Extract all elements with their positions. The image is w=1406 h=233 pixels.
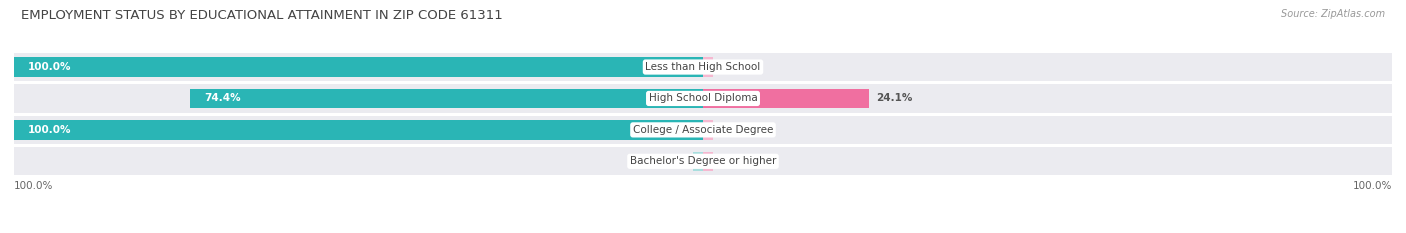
Bar [693,152,703,171]
Text: High School Diploma: High School Diploma [648,93,758,103]
Bar [703,116,1392,144]
Bar [14,57,703,77]
Text: College / Associate Degree: College / Associate Degree [633,125,773,135]
Bar [14,53,703,81]
Text: 0.0%: 0.0% [713,156,742,166]
Text: 100.0%: 100.0% [14,181,53,191]
Bar [190,89,703,108]
Bar [703,147,1392,175]
Bar [703,57,713,77]
Text: Source: ZipAtlas.com: Source: ZipAtlas.com [1281,9,1385,19]
Bar [703,53,1392,81]
Text: 0.0%: 0.0% [666,156,696,166]
Bar [14,116,703,144]
Bar [703,152,713,171]
Bar [703,120,713,140]
Bar [14,84,703,113]
Text: 74.4%: 74.4% [204,93,240,103]
Text: Bachelor's Degree or higher: Bachelor's Degree or higher [630,156,776,166]
Text: 100.0%: 100.0% [1353,181,1392,191]
Text: Less than High School: Less than High School [645,62,761,72]
Text: 0.0%: 0.0% [713,62,742,72]
Bar [14,120,703,140]
Text: 100.0%: 100.0% [28,125,72,135]
Text: EMPLOYMENT STATUS BY EDUCATIONAL ATTAINMENT IN ZIP CODE 61311: EMPLOYMENT STATUS BY EDUCATIONAL ATTAINM… [21,9,503,22]
Bar [703,84,1392,113]
Text: 0.0%: 0.0% [713,125,742,135]
Bar [703,89,869,108]
Bar [14,147,703,175]
Text: 24.1%: 24.1% [876,93,912,103]
Text: 100.0%: 100.0% [28,62,72,72]
